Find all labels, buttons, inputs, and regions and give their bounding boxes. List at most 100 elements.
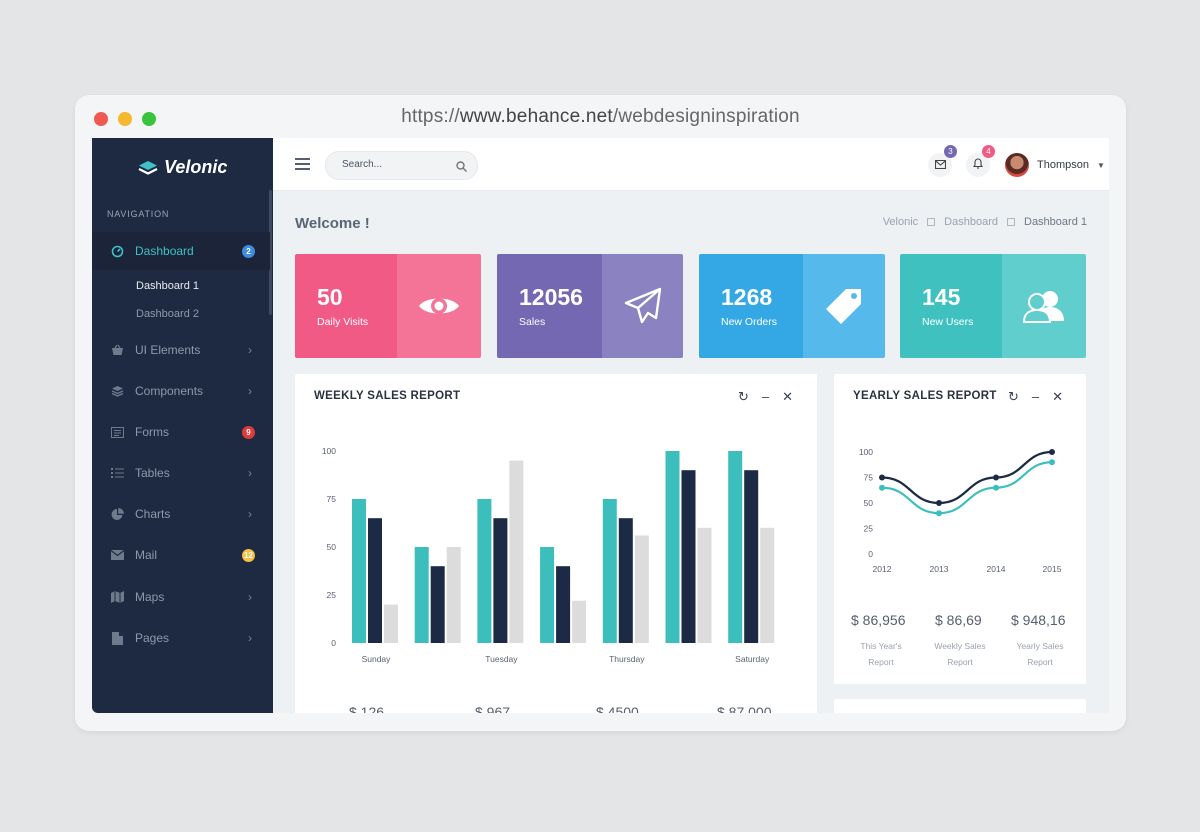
- user-menu[interactable]: Thompson ▼: [1005, 153, 1105, 177]
- chevron-right-icon: ›: [248, 590, 252, 604]
- stat-card-daily-visits[interactable]: 50 Daily Visits: [295, 254, 481, 358]
- messages-button[interactable]: 3: [928, 145, 957, 177]
- label-line: Report: [868, 657, 894, 667]
- sidebar-item-label: Forms: [135, 425, 169, 439]
- app-logo[interactable]: Velonic: [138, 157, 227, 178]
- card-tools: ↻ – ✕: [738, 389, 793, 405]
- stat-card-new-users[interactable]: 145 New Users: [900, 254, 1086, 358]
- envelope-icon: [934, 156, 946, 174]
- user-name: Thompson: [1037, 159, 1089, 171]
- submenu-dashboard-1[interactable]: Dashboard 1: [136, 280, 199, 292]
- bar: [760, 527, 775, 643]
- list-icon: [109, 465, 125, 481]
- breadcrumb-item[interactable]: Velonic: [882, 216, 919, 228]
- address-bar[interactable]: https://www.behance.net/webdesigninspira…: [75, 106, 1126, 128]
- stat-label: New Orders: [721, 316, 778, 328]
- y-tick-label: 25: [864, 524, 874, 534]
- url-path: /webdesigninspiration: [612, 106, 800, 127]
- caret-down-icon: ▼: [1096, 160, 1105, 170]
- bell-icon: [972, 156, 984, 174]
- messages-count: 3: [944, 145, 957, 158]
- sidebar-item-maps[interactable]: Maps ›: [92, 578, 270, 616]
- bar: [430, 566, 445, 643]
- sidebar-item-components[interactable]: Components ›: [92, 372, 270, 410]
- x-tick-label: 2014: [987, 564, 1006, 574]
- bar: [634, 535, 649, 643]
- sidebar-item-label: Dashboard: [135, 244, 194, 258]
- main-content: Welcome ! Velonic Dashboard Dashboard 1 …: [273, 191, 1109, 713]
- y-tick-label: 75: [327, 494, 337, 504]
- map-icon: [109, 589, 125, 605]
- weekly-footer-value: $ 126: [349, 704, 385, 713]
- weekly-footer-value: $ 87,000: [717, 704, 772, 713]
- avatar: [1005, 153, 1029, 177]
- breadcrumb-item[interactable]: Dashboard: [944, 216, 998, 228]
- url-prefix: https://: [401, 106, 460, 127]
- dashboard-icon: [109, 243, 125, 259]
- page-title: Welcome !: [295, 215, 370, 232]
- mail-badge: 12: [242, 548, 255, 562]
- close-icon[interactable]: ✕: [1052, 389, 1064, 404]
- sidebar-item-ui-elements[interactable]: UI Elements ›: [92, 331, 270, 369]
- x-tick-label: Saturday: [735, 654, 770, 664]
- stat-card-sales[interactable]: 12056 Sales: [497, 254, 683, 358]
- weekly-footer-value: $ 4500: [596, 704, 639, 713]
- maximize-window-button[interactable]: [142, 112, 156, 126]
- yearly-sales-card: YEARLY SALES REPORT ↻ – ✕ 0 25 50 75 100 2012…: [834, 374, 1086, 684]
- yearly-footer-label: Yearly Sales Report: [1010, 638, 1070, 670]
- sidebar-item-pages[interactable]: Pages ›: [92, 619, 270, 657]
- bar: [697, 527, 712, 643]
- stat-value: 50: [317, 284, 343, 310]
- series-line: [881, 461, 1053, 515]
- tag-icon: [803, 254, 885, 358]
- bar: [509, 460, 524, 643]
- refresh-icon[interactable]: ↻: [738, 389, 749, 404]
- bar: [477, 499, 492, 643]
- yearly-footer-value: $ 86,956: [851, 612, 906, 628]
- sidebar-item-charts[interactable]: Charts ›: [92, 495, 270, 533]
- submenu-dashboard-2[interactable]: Dashboard 2: [136, 308, 199, 320]
- stat-card-new-orders[interactable]: 1268 New Orders: [699, 254, 885, 358]
- bar: [368, 518, 382, 643]
- weekly-footer-value: $ 967: [475, 704, 511, 713]
- stat-label: New Users: [922, 316, 974, 328]
- search-input[interactable]: [340, 158, 454, 171]
- sidebar-item-tables[interactable]: Tables ›: [92, 454, 270, 492]
- x-tick-label: 2015: [1043, 564, 1062, 574]
- data-point: [993, 484, 999, 491]
- bar: [744, 470, 759, 643]
- mail-icon: [109, 547, 125, 563]
- chevron-right-icon: ›: [248, 507, 252, 521]
- menu-toggle-icon[interactable]: [295, 158, 310, 173]
- app-name: Velonic: [164, 157, 228, 177]
- stat-value: 1268: [721, 284, 773, 310]
- data-point: [993, 474, 999, 481]
- yearly-footer-value: $ 948,16: [1011, 612, 1066, 628]
- label-line: This Year's: [860, 641, 902, 651]
- search-box[interactable]: [325, 151, 478, 180]
- eye-icon: [397, 254, 481, 358]
- sidebar-item-label: Pages: [135, 631, 170, 645]
- sidebar-item-mail[interactable]: Mail 12: [92, 536, 270, 574]
- data-point: [1049, 449, 1055, 455]
- stat-label: Sales: [519, 316, 546, 328]
- bar: [352, 499, 366, 643]
- pie-chart-icon: [109, 506, 125, 522]
- label-line: Yearly Sales: [1016, 641, 1064, 651]
- series-line: [881, 450, 1053, 505]
- minimize-window-button[interactable]: [118, 112, 132, 126]
- close-icon[interactable]: ✕: [782, 389, 794, 404]
- sidebar-scrollbar[interactable]: [269, 190, 272, 315]
- notifications-button[interactable]: 4: [966, 145, 995, 177]
- minimize-icon[interactable]: –: [1031, 389, 1040, 404]
- search-icon[interactable]: [456, 159, 468, 177]
- sidebar-item-forms[interactable]: Forms 9: [92, 413, 270, 451]
- bar: [572, 600, 587, 643]
- refresh-icon[interactable]: ↻: [1008, 389, 1019, 404]
- minimize-icon[interactable]: –: [761, 389, 770, 404]
- breadcrumb-separator-icon: [1007, 218, 1015, 226]
- sidebar-item-dashboard[interactable]: Dashboard 2: [92, 232, 270, 270]
- close-window-button[interactable]: [94, 112, 108, 126]
- bar: [540, 547, 555, 643]
- bar: [556, 566, 571, 643]
